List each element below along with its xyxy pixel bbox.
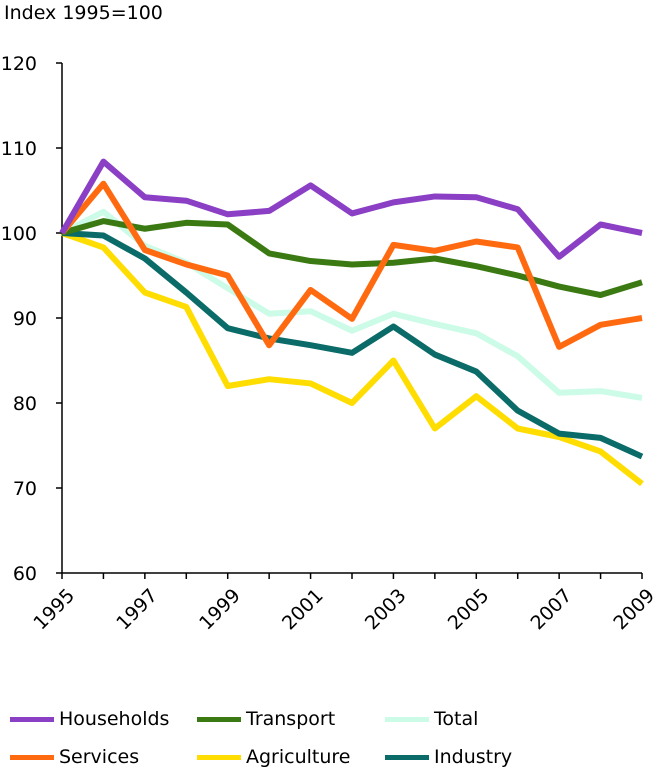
x-tick-label: 1997 (112, 585, 162, 635)
legend-swatch (385, 754, 429, 760)
y-axis-label: Index 1995=100 (4, 2, 163, 24)
legend-label: Industry (434, 746, 513, 768)
series-line-industry (61, 230, 644, 460)
legend-label: Total (434, 708, 479, 730)
legend-swatch (10, 754, 54, 760)
legend-label: Transport (246, 708, 336, 730)
legend-label: Households (59, 708, 170, 730)
legend-label: Agriculture (246, 746, 351, 768)
legend-item-industry: Industry (385, 745, 512, 769)
x-tick-label: 2009 (609, 585, 653, 635)
legend-swatch (385, 716, 429, 722)
y-tick-label: 110 (1, 138, 37, 160)
legend-item-households: Households (10, 707, 169, 731)
series-line-agriculture (61, 230, 644, 487)
y-tick-label: 80 (13, 393, 37, 415)
legend-item-agriculture: Agriculture (197, 745, 351, 769)
y-tick-label: 100 (1, 223, 37, 245)
series-line-total (60, 208, 643, 401)
legend-swatch (10, 716, 54, 722)
y-tick-label: 90 (13, 308, 37, 330)
legend-swatch (197, 716, 241, 722)
series-line-households (59, 158, 643, 260)
legend-item-services: Services (10, 745, 139, 769)
y-tick-label: 70 (13, 478, 37, 500)
y-tick-label: 60 (13, 563, 37, 585)
legend-item-total: Total (385, 707, 478, 731)
y-tick-label: 120 (1, 53, 37, 75)
legend-swatch (197, 754, 241, 760)
x-tick-label: 2001 (278, 585, 328, 635)
legend-item-transport: Transport (197, 707, 335, 731)
series-line-services (59, 180, 643, 350)
x-tick-label: 1995 (29, 585, 79, 635)
x-tick-label: 2003 (361, 585, 411, 635)
legend-label: Services (59, 746, 140, 768)
plot-area: 60 70 80 90 100 110 120 1995 1997 1999 2001 2003 200… (1, 53, 653, 635)
x-tick-label: 2005 (444, 585, 494, 635)
x-tick-label: 1999 (195, 585, 245, 635)
x-tick-label: 2007 (527, 585, 577, 635)
series-line-transport (61, 218, 643, 299)
